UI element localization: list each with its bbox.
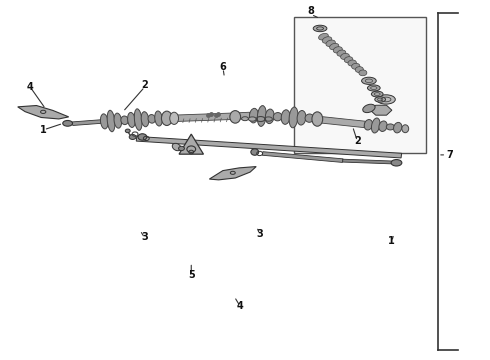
Text: 3: 3 bbox=[256, 229, 263, 239]
Polygon shape bbox=[320, 117, 366, 127]
Ellipse shape bbox=[281, 110, 290, 124]
Ellipse shape bbox=[333, 47, 343, 53]
Ellipse shape bbox=[386, 124, 394, 130]
Text: 1: 1 bbox=[40, 125, 47, 135]
Polygon shape bbox=[174, 113, 235, 122]
Ellipse shape bbox=[107, 110, 115, 132]
Ellipse shape bbox=[138, 134, 147, 140]
Ellipse shape bbox=[393, 122, 402, 133]
Ellipse shape bbox=[344, 57, 353, 63]
Polygon shape bbox=[235, 112, 250, 120]
Ellipse shape bbox=[114, 113, 122, 128]
Ellipse shape bbox=[352, 63, 360, 69]
Ellipse shape bbox=[242, 117, 248, 121]
Polygon shape bbox=[209, 167, 256, 180]
Ellipse shape bbox=[337, 50, 346, 56]
Ellipse shape bbox=[359, 70, 367, 76]
Text: 1: 1 bbox=[388, 236, 395, 246]
Bar bbox=[294, 17, 426, 153]
Ellipse shape bbox=[170, 112, 178, 125]
Ellipse shape bbox=[368, 85, 380, 91]
Ellipse shape bbox=[318, 33, 328, 40]
Text: 8: 8 bbox=[308, 6, 315, 17]
Polygon shape bbox=[136, 136, 402, 158]
Polygon shape bbox=[262, 152, 343, 162]
Polygon shape bbox=[343, 159, 392, 164]
Text: 3: 3 bbox=[142, 232, 148, 242]
Ellipse shape bbox=[273, 113, 282, 121]
Ellipse shape bbox=[230, 111, 241, 123]
Ellipse shape bbox=[297, 111, 306, 125]
Ellipse shape bbox=[161, 111, 172, 126]
Ellipse shape bbox=[248, 117, 256, 121]
Ellipse shape bbox=[127, 112, 135, 127]
Ellipse shape bbox=[326, 40, 335, 46]
Ellipse shape bbox=[341, 53, 349, 59]
Ellipse shape bbox=[375, 97, 386, 102]
Ellipse shape bbox=[148, 114, 155, 123]
Ellipse shape bbox=[371, 91, 383, 97]
Ellipse shape bbox=[313, 25, 327, 32]
Ellipse shape bbox=[364, 120, 372, 130]
Text: 5: 5 bbox=[188, 270, 195, 280]
Ellipse shape bbox=[125, 129, 130, 133]
Ellipse shape bbox=[377, 95, 395, 104]
Ellipse shape bbox=[265, 109, 274, 123]
Ellipse shape bbox=[363, 104, 375, 113]
Polygon shape bbox=[18, 105, 69, 119]
Polygon shape bbox=[72, 120, 101, 126]
Text: 2: 2 bbox=[354, 136, 361, 145]
Ellipse shape bbox=[371, 118, 380, 133]
Ellipse shape bbox=[312, 112, 323, 126]
Ellipse shape bbox=[178, 146, 184, 150]
Ellipse shape bbox=[257, 105, 266, 126]
Polygon shape bbox=[370, 105, 392, 115]
Ellipse shape bbox=[141, 112, 149, 127]
Ellipse shape bbox=[121, 116, 128, 125]
Ellipse shape bbox=[249, 108, 258, 123]
Ellipse shape bbox=[129, 134, 136, 139]
Ellipse shape bbox=[348, 60, 356, 66]
Ellipse shape bbox=[289, 107, 298, 128]
Text: 4: 4 bbox=[26, 82, 33, 92]
Ellipse shape bbox=[172, 143, 181, 151]
Ellipse shape bbox=[155, 111, 162, 126]
Ellipse shape bbox=[305, 114, 314, 122]
Ellipse shape bbox=[330, 43, 339, 50]
Text: 7: 7 bbox=[447, 150, 454, 160]
Ellipse shape bbox=[134, 109, 142, 130]
Ellipse shape bbox=[251, 149, 259, 155]
Ellipse shape bbox=[379, 121, 387, 131]
Ellipse shape bbox=[322, 37, 332, 43]
Polygon shape bbox=[179, 134, 203, 154]
Text: 4: 4 bbox=[237, 301, 244, 311]
Text: 6: 6 bbox=[220, 62, 226, 72]
Ellipse shape bbox=[355, 67, 364, 72]
Text: 2: 2 bbox=[142, 80, 148, 90]
Ellipse shape bbox=[402, 125, 409, 133]
Ellipse shape bbox=[100, 114, 108, 129]
Ellipse shape bbox=[63, 121, 73, 126]
Ellipse shape bbox=[391, 159, 402, 166]
Ellipse shape bbox=[362, 77, 376, 84]
